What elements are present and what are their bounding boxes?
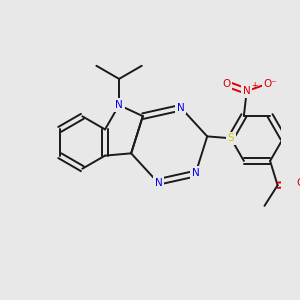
Text: +: +	[251, 81, 257, 90]
Text: O: O	[222, 79, 230, 89]
Text: N: N	[192, 168, 200, 178]
Text: N: N	[154, 178, 162, 188]
Text: O: O	[296, 178, 300, 188]
Text: O⁻: O⁻	[263, 79, 277, 89]
Text: N: N	[115, 100, 123, 110]
Text: N: N	[243, 86, 250, 96]
Text: N: N	[177, 103, 185, 113]
Text: S: S	[227, 133, 234, 143]
